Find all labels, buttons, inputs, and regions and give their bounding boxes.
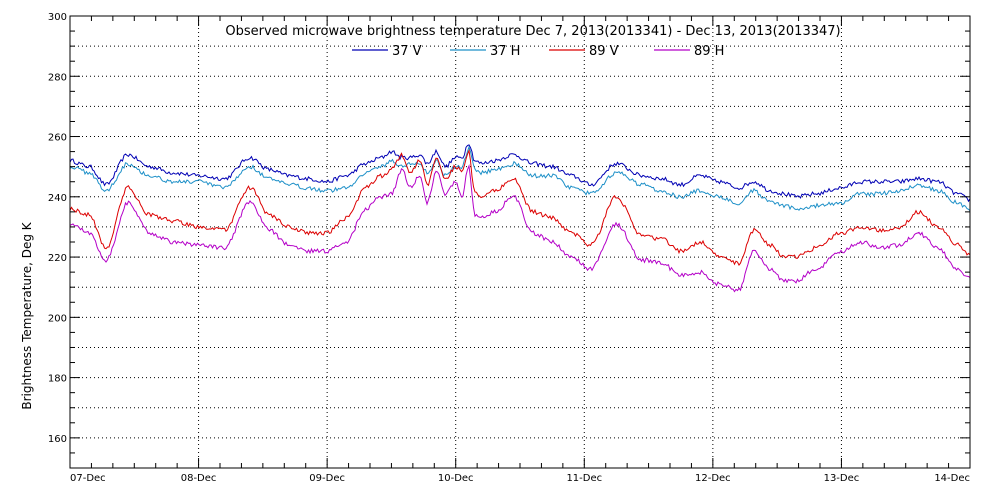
x-tick-label: 10-Dec (438, 473, 474, 484)
legend-label-37-h: 37 H (490, 44, 520, 59)
legend-label-89-v: 89 V (589, 44, 619, 59)
legend-label-89-h: 89 H (694, 44, 724, 59)
grid-layer (70, 16, 970, 468)
x-tick-label: 11-Dec (566, 473, 602, 484)
label-layer: 160 180 200 220 240 260 280 300 07-Dec 08-Dec 09-D… (48, 12, 970, 484)
x-tick-label: 14-Dec (934, 473, 970, 484)
series-line-37-h (69, 145, 971, 212)
y-tick-label: 280 (48, 72, 67, 83)
chart-title: Observed microwave brightness temperatur… (225, 24, 840, 39)
y-tick-label: 160 (48, 434, 67, 445)
y-tick-label: 300 (48, 12, 67, 23)
x-tick-label: 09-Dec (309, 473, 345, 484)
legend-label-37-v: 37 V (392, 44, 422, 59)
x-tick-label: 13-Dec (824, 473, 860, 484)
x-tick-label: 08-Dec (181, 473, 217, 484)
series-layer (69, 144, 971, 293)
y-tick-label: 240 (48, 193, 67, 204)
y-tick-label: 200 (48, 313, 67, 324)
x-tick-label: 12-Dec (695, 473, 731, 484)
y-tick-label: 260 (48, 133, 67, 144)
legend: 37 V 37 H 89 V 89 H (352, 44, 724, 59)
axes-layer (69, 15, 971, 469)
series-line-89-h (69, 164, 971, 293)
y-tick-label: 180 (48, 374, 67, 385)
x-tick-label: 07-Dec (70, 473, 106, 484)
y-axis-title: Brightness Temperature, Deg K (20, 221, 34, 409)
y-tick-label: 220 (48, 253, 67, 264)
series-line-89-v (69, 148, 971, 267)
series-line-37-v (69, 144, 971, 203)
